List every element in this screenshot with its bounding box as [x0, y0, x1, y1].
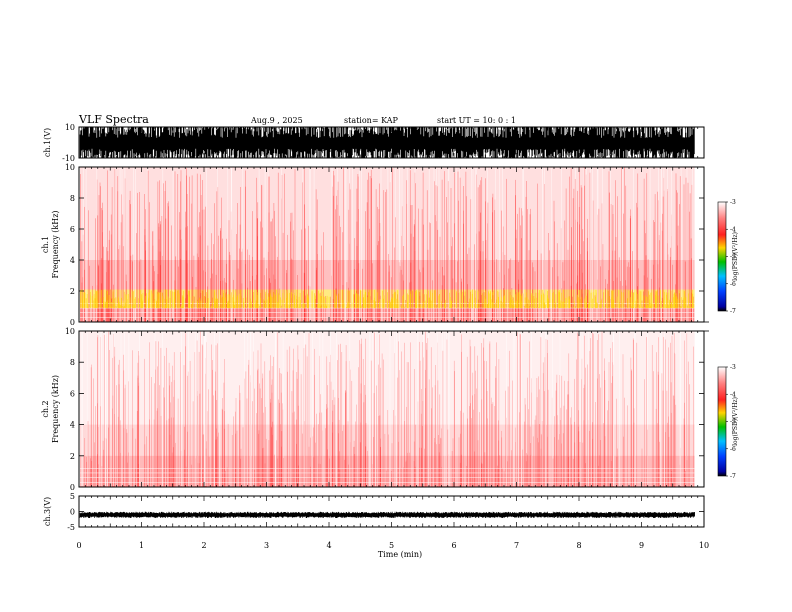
colorbar-label: log(PSD)(V²/Hz)	[732, 232, 739, 281]
y-tick-label: -5	[67, 523, 75, 532]
ch1-waveform-trace	[79, 127, 695, 158]
y-tick-label: 6	[70, 389, 75, 398]
spectral-streaks	[84, 331, 694, 487]
x-tick-label: 6	[451, 541, 456, 550]
y-axis-label-line2: Frequency (kHz)	[51, 375, 60, 443]
y-axis-label-line1: ch.1	[41, 236, 50, 253]
y-tick-label: -10	[62, 154, 75, 163]
x-tick-label: 3	[264, 541, 269, 550]
x-tick-label: 10	[699, 541, 709, 550]
colorbar-tick-label: -3	[730, 199, 736, 206]
x-tick-label: 7	[514, 541, 519, 550]
spectral-gaps	[83, 168, 693, 321]
y-tick-label: 4	[70, 256, 75, 265]
ch1-colorbar: -3 -4 -5 -6 -7 log(PSD)(V²/Hz)	[717, 199, 739, 315]
y-axis-label-line2: Frequency (kHz)	[51, 210, 60, 278]
colorbar-tick-label: -6	[730, 446, 736, 453]
y-tick-label: 0	[70, 318, 75, 327]
colorbar-tick-label: -7	[730, 473, 736, 480]
start-time-label: start UT = 10: 0 : 1	[437, 116, 516, 125]
x-tick-label: 8	[576, 541, 581, 550]
y-tick-label: 6	[70, 225, 75, 234]
x-tick-label: 5	[389, 541, 394, 550]
spectrogram-bg	[79, 331, 704, 487]
spectrogram-bg	[79, 167, 704, 322]
x-tick-label: 9	[639, 541, 644, 550]
colorbar-tick-label: -6	[730, 281, 736, 288]
ch2-colorbar: -3 -4 -5 -6 -7 log(PSD)(V²/Hz)	[717, 364, 739, 480]
colorbar-tick-label: -5	[730, 419, 736, 426]
colorbar-tick-label: -3	[730, 364, 736, 371]
spectral-band	[80, 331, 695, 425]
y-axis-label: ch.1(V)	[43, 128, 52, 157]
colorbar-gradient	[717, 201, 727, 312]
chart-title: VLF Spectra	[78, 113, 149, 126]
y-tick-label: 4	[70, 421, 75, 430]
colorbar-tick-label: -7	[730, 308, 736, 315]
ch3-waveform-trace	[79, 511, 695, 518]
colorbar-gradient	[717, 366, 727, 477]
spectral-band	[80, 424, 695, 456]
y-tick-label: 8	[70, 358, 75, 367]
y-axis-label: ch.3(V)	[43, 497, 52, 526]
colorbar-tick-label: -4	[730, 226, 736, 233]
x-tick-label: 4	[326, 541, 331, 550]
plot-frame	[78, 166, 705, 323]
hot-band-streaks	[80, 289, 694, 309]
ch3-waveform-panel: 5 0 -5 ch.3(V)	[43, 492, 705, 532]
y-axis-label-line1: ch.2	[41, 400, 50, 417]
y-tick-label: 10	[65, 123, 75, 132]
colorbar-tick-label: -5	[730, 254, 736, 261]
y-tick-label: 0	[70, 508, 75, 517]
ch1-spectrogram-panel: 0 2 4 6 8 10 ch.1 Frequency (kHz)	[41, 163, 705, 327]
y-tick-label: 2	[70, 287, 75, 296]
spectral-band	[80, 260, 695, 290]
y-tick-label: 5	[70, 492, 75, 501]
x-tick-label: 2	[201, 541, 206, 550]
spectral-band	[80, 455, 695, 487]
spectral-band	[80, 167, 695, 260]
y-tick-label: 10	[65, 327, 75, 336]
x-tick-label: 0	[76, 541, 81, 550]
y-tick-label: 10	[65, 163, 75, 172]
x-axis-label: Time (min)	[378, 550, 422, 559]
station-label: station= KAP	[344, 116, 399, 125]
time-axis: 0 1 2 3 4 5 6 7 8 9 10	[76, 541, 709, 550]
y-tick-label: 0	[70, 483, 75, 492]
colorbar-tick-label: -4	[730, 391, 736, 398]
x-tick-label: 1	[139, 541, 144, 550]
ch1-waveform-panel: 10 -10 ch.1(V)	[43, 123, 705, 163]
colorbar-label: log(PSD)(V²/Hz)	[732, 397, 739, 446]
date-label: Aug.9 , 2025	[250, 116, 303, 125]
y-tick-label: 8	[70, 194, 75, 203]
spectral-gaps	[81, 332, 687, 486]
y-tick-label: 2	[70, 452, 75, 461]
ch2-spectrogram-panel: 0 2 4 6 8 10 ch.2 Frequency (kHz)	[41, 321, 709, 492]
